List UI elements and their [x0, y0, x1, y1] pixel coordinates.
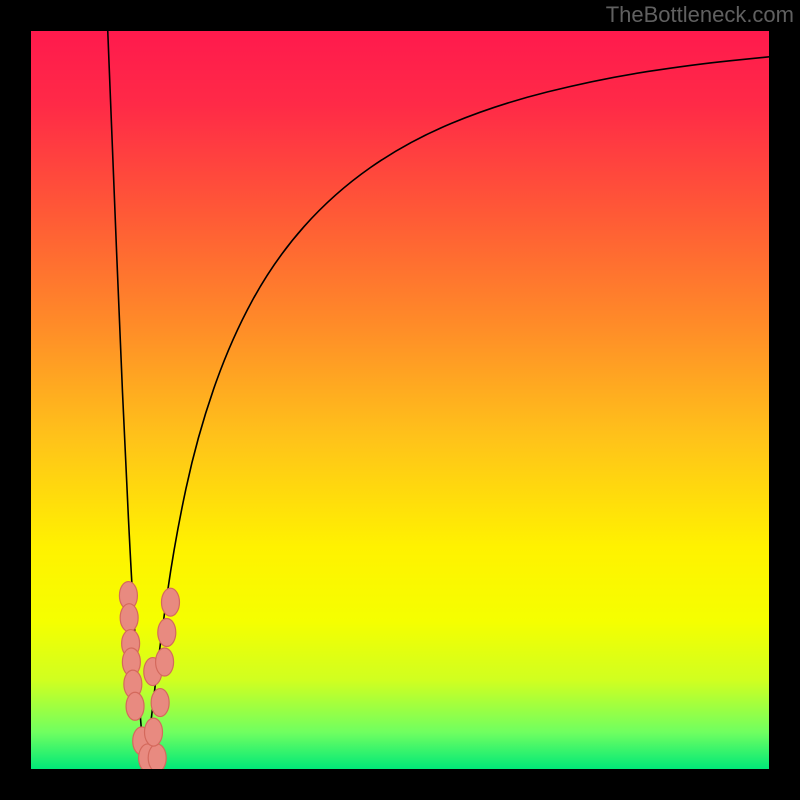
bottleneck-curve	[108, 31, 769, 769]
scatter-markers	[119, 582, 179, 769]
scatter-marker	[161, 588, 179, 616]
scatter-marker	[120, 604, 138, 632]
scatter-marker	[145, 718, 163, 746]
watermark-text: TheBottleneck.com	[606, 2, 794, 28]
scatter-marker	[126, 692, 144, 720]
chart-wrapper: TheBottleneck.com	[0, 0, 800, 800]
curve-layer	[31, 31, 769, 769]
scatter-marker	[148, 744, 166, 769]
plot-area	[31, 31, 769, 769]
scatter-marker	[151, 689, 169, 717]
scatter-marker	[158, 618, 176, 646]
scatter-marker	[156, 648, 174, 676]
